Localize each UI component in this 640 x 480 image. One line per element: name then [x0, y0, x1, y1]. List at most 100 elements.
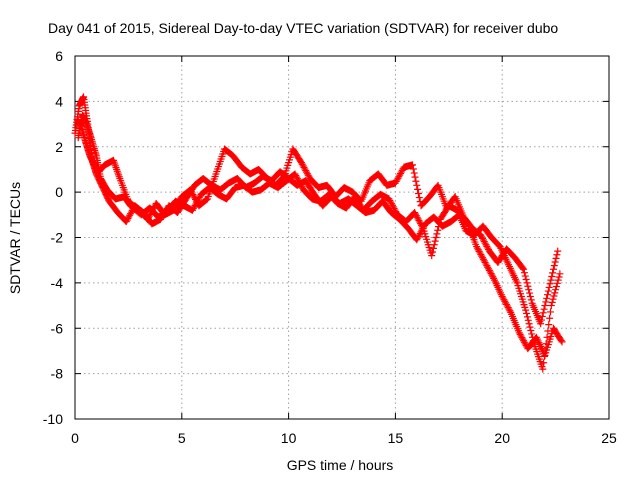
- data-point: [393, 176, 401, 184]
- data-point: [434, 226, 442, 234]
- data-point: [545, 321, 553, 329]
- data-point: [188, 206, 196, 214]
- data-point: [479, 254, 487, 262]
- data-point: [482, 241, 490, 249]
- data-point: [552, 283, 560, 291]
- data-point: [526, 289, 534, 297]
- data-point: [518, 334, 526, 342]
- data-point: [413, 181, 421, 189]
- data-point: [556, 270, 564, 278]
- data-point: [122, 218, 130, 226]
- data-point: [501, 297, 509, 305]
- data-point: [387, 198, 395, 206]
- data-point: [411, 173, 419, 181]
- data-point: [549, 295, 557, 303]
- data-point: [417, 221, 425, 229]
- data-point: [558, 338, 566, 346]
- data-point: [498, 292, 506, 300]
- data-point: [482, 260, 490, 268]
- data-point: [524, 316, 532, 324]
- data-point: [292, 172, 300, 180]
- data-point: [298, 183, 306, 191]
- data-point: [477, 251, 485, 259]
- data-point: [190, 192, 198, 200]
- data-point: [389, 203, 397, 211]
- data-point: [525, 320, 533, 328]
- data-point: [431, 237, 439, 245]
- data-point: [190, 203, 198, 211]
- data-point: [388, 200, 396, 208]
- data-point: [397, 168, 405, 176]
- data-point: [541, 302, 549, 310]
- data-point: [485, 265, 493, 273]
- y-tick-label: 4: [55, 93, 63, 109]
- data-point: [473, 244, 481, 252]
- data-point: [524, 282, 532, 290]
- data-point: [483, 262, 491, 270]
- data-point: [547, 302, 555, 310]
- data-point: [189, 205, 197, 213]
- data-point: [546, 308, 554, 316]
- data-point: [485, 266, 493, 274]
- data-point: [517, 332, 525, 340]
- data-point: [516, 330, 524, 338]
- data-point: [489, 273, 497, 281]
- data-point: [390, 204, 398, 212]
- data-point: [487, 270, 495, 278]
- data-point: [521, 272, 529, 280]
- data-point: [539, 309, 547, 317]
- y-tick-label: -6: [51, 320, 64, 336]
- data-point: [541, 346, 549, 354]
- x-tick-label: 25: [601, 430, 617, 446]
- data-point: [553, 251, 561, 259]
- data-point: [526, 292, 534, 300]
- data-point: [551, 289, 559, 297]
- data-point: [410, 169, 418, 177]
- data-point: [297, 181, 305, 189]
- data-point: [527, 327, 535, 335]
- data-point: [302, 167, 310, 175]
- data-point: [394, 174, 402, 182]
- data-point: [296, 180, 304, 188]
- data-point: [144, 214, 152, 222]
- data-point: [385, 195, 393, 203]
- data-point: [520, 338, 528, 346]
- y-tick-label: -2: [51, 230, 64, 246]
- data-point: [413, 236, 421, 244]
- data-point: [303, 170, 311, 178]
- y-tick-label: 6: [55, 48, 63, 64]
- data-point: [522, 306, 530, 314]
- data-point: [502, 299, 510, 307]
- gridlines: [75, 56, 609, 419]
- data-point: [145, 212, 153, 220]
- data-point: [544, 327, 552, 335]
- data-point: [557, 337, 565, 345]
- data-point: [416, 218, 424, 226]
- data-point: [542, 298, 550, 306]
- data-point: [388, 201, 396, 209]
- y-axis-ticks: -10 -8 -6 -4 -2 0 2 4 6: [43, 48, 609, 427]
- data-point: [479, 234, 487, 242]
- data-point: [194, 195, 202, 203]
- data-point: [428, 252, 436, 260]
- series-trace-c: [74, 111, 564, 373]
- data-point: [519, 264, 527, 272]
- data-point: [202, 196, 210, 204]
- data-point: [392, 177, 400, 185]
- x-axis-ticks: 0 5 10 15 20 25: [71, 56, 617, 446]
- chart-title: Day 041 of 2015, Sidereal Day-to-day VTE…: [48, 20, 558, 36]
- data-point: [538, 316, 546, 324]
- data-point: [474, 246, 482, 254]
- data-point: [414, 215, 422, 223]
- data-point: [554, 247, 562, 255]
- data-point: [188, 189, 196, 197]
- data-point: [488, 271, 496, 279]
- data-point: [486, 268, 494, 276]
- x-tick-label: 0: [71, 430, 79, 446]
- data-point: [297, 159, 305, 167]
- data-point: [299, 162, 307, 170]
- x-tick-label: 15: [388, 430, 404, 446]
- data-point: [191, 202, 199, 210]
- y-tick-label: -4: [51, 275, 64, 291]
- data-point: [415, 194, 423, 202]
